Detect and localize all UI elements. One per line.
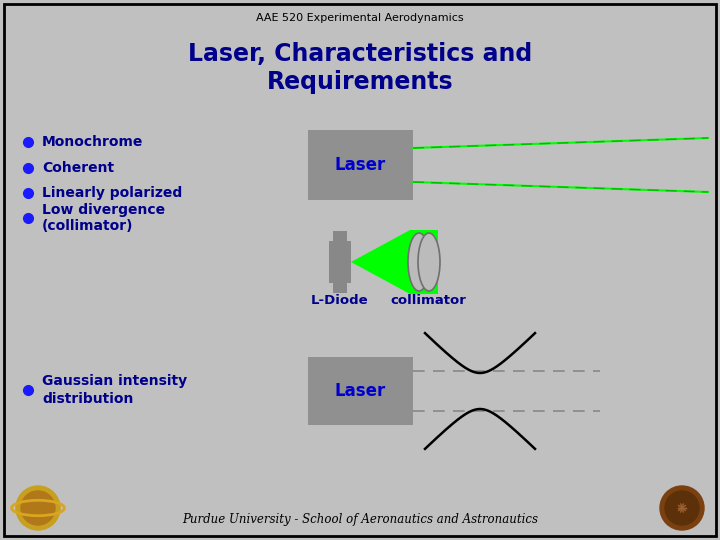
Text: Monochrome: Monochrome	[42, 135, 143, 149]
Text: Low divergence
(collimator): Low divergence (collimator)	[42, 203, 165, 233]
Circle shape	[21, 491, 55, 525]
Ellipse shape	[408, 233, 430, 291]
Ellipse shape	[418, 233, 440, 291]
Circle shape	[16, 486, 60, 530]
Circle shape	[660, 486, 704, 530]
Text: Gaussian intensity
distribution: Gaussian intensity distribution	[42, 374, 187, 406]
Bar	[308, 130, 413, 200]
Bar	[410, 230, 438, 294]
Text: Laser: Laser	[335, 382, 386, 400]
Text: AAE 520 Experimental Aerodynamics: AAE 520 Experimental Aerodynamics	[256, 13, 464, 23]
Bar	[329, 241, 351, 283]
Text: L-Diode: L-Diode	[311, 294, 369, 307]
Text: Laser: Laser	[335, 156, 386, 174]
Text: Linearly polarized: Linearly polarized	[42, 186, 182, 200]
Text: Laser, Characteristics and
Requirements: Laser, Characteristics and Requirements	[188, 42, 532, 94]
Polygon shape	[351, 230, 410, 294]
Circle shape	[665, 491, 699, 525]
Text: collimator: collimator	[390, 294, 466, 307]
Bar	[308, 357, 413, 425]
Text: Purdue University - School of Aeronautics and Astronautics: Purdue University - School of Aeronautic…	[182, 514, 538, 526]
Bar	[333, 283, 347, 293]
Bar	[333, 231, 347, 241]
Text: Coherent: Coherent	[42, 161, 114, 175]
